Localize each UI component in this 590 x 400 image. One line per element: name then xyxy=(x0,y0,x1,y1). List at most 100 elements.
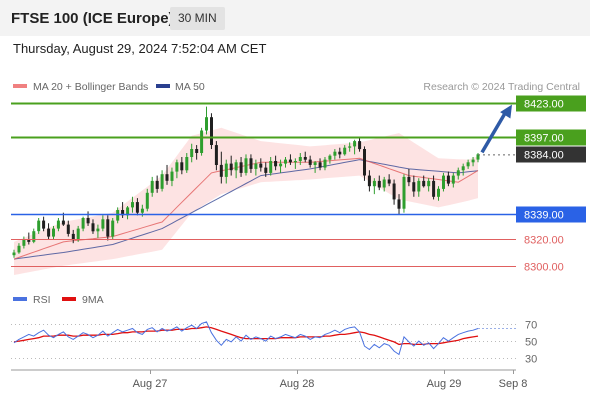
rsi-legend-label: RSI xyxy=(33,294,51,306)
candle xyxy=(466,159,470,169)
ma50-line xyxy=(13,159,479,260)
rsi-legend-swatch xyxy=(13,297,27,301)
candle xyxy=(284,156,287,168)
price-panel xyxy=(12,106,480,275)
candle-body xyxy=(269,161,273,173)
candle xyxy=(338,147,342,159)
candle xyxy=(126,206,130,220)
candle-body xyxy=(353,141,357,147)
candle-body xyxy=(298,157,302,161)
candle xyxy=(155,175,159,193)
candle xyxy=(451,172,455,188)
candle-body xyxy=(32,231,36,242)
candle-body xyxy=(205,117,208,131)
candle-body xyxy=(264,167,268,173)
candle-body xyxy=(343,147,347,155)
candle-body xyxy=(367,175,371,187)
candle xyxy=(205,106,208,135)
candle xyxy=(96,224,100,238)
candle xyxy=(101,215,105,232)
candle xyxy=(348,142,352,152)
candle-body xyxy=(328,155,332,160)
candle xyxy=(165,164,169,185)
candle-body xyxy=(387,179,391,184)
candle xyxy=(214,141,218,171)
rsi-tick-label: 30 xyxy=(525,354,537,366)
level-target: 8320.00 xyxy=(11,235,564,247)
candle-body xyxy=(66,224,70,234)
level-support: 8339.00 xyxy=(11,206,586,223)
support-label-box xyxy=(516,206,586,223)
x-tick-label: Sep 8 xyxy=(499,378,528,390)
candle-body xyxy=(185,157,189,171)
candle-body xyxy=(456,170,460,176)
candle xyxy=(12,249,16,258)
candle xyxy=(397,194,401,215)
candle xyxy=(131,196,134,213)
ma20-legend-swatch xyxy=(13,84,27,88)
candle-body xyxy=(358,141,362,150)
candle-body xyxy=(288,159,292,163)
candle-body xyxy=(190,149,194,157)
candle-body xyxy=(303,157,307,160)
candle xyxy=(333,149,337,160)
level-resistance: 8397.00 xyxy=(11,129,586,146)
candle xyxy=(456,167,460,180)
candle-body xyxy=(432,180,436,197)
candle xyxy=(190,143,194,163)
candle-body xyxy=(323,159,327,168)
candle xyxy=(47,223,51,240)
candle-body xyxy=(284,159,287,164)
x-axis: Aug 27 Aug 28 Aug 29 Sep 8 xyxy=(133,370,528,390)
forecast-arrow xyxy=(480,104,512,154)
candle-body xyxy=(274,161,278,167)
candle-body xyxy=(52,228,55,237)
candle xyxy=(106,215,110,241)
resistance-label-box xyxy=(516,95,586,112)
candle xyxy=(52,225,55,240)
candle-body xyxy=(471,159,475,163)
candle-body xyxy=(229,163,233,171)
candle xyxy=(387,174,391,187)
support-label: 8339.00 xyxy=(524,210,564,222)
current-price-box xyxy=(516,146,586,163)
candle xyxy=(195,145,199,160)
candle xyxy=(264,162,268,177)
candle-body xyxy=(37,220,41,232)
candle xyxy=(323,156,327,171)
candle-body xyxy=(170,171,174,181)
candle-body xyxy=(382,179,386,188)
candle xyxy=(234,159,238,179)
candle-body xyxy=(71,233,75,240)
candle-body xyxy=(210,117,213,145)
forecast-arrow-shaft xyxy=(480,110,508,154)
rsi-panel: 30 50 70 xyxy=(11,320,537,366)
x-tick-label: Aug 27 xyxy=(133,378,168,390)
candle xyxy=(303,151,307,163)
candle xyxy=(446,171,450,187)
candle-body xyxy=(392,183,396,200)
rsi-ma-legend-swatch xyxy=(62,297,76,301)
candle xyxy=(259,158,263,172)
target-label: 8300.00 xyxy=(524,262,564,274)
candle-body xyxy=(140,208,144,213)
x-tick-label: Aug 28 xyxy=(280,378,315,390)
level-lines: 8423.00 8397.00 8384.00 8339.00 8320.00 8300.… xyxy=(11,95,586,274)
candle-body xyxy=(126,207,130,216)
candle xyxy=(91,219,95,234)
candle xyxy=(121,202,125,218)
candle-body xyxy=(437,188,440,197)
candle-body xyxy=(422,180,426,187)
candle xyxy=(150,176,154,197)
candle xyxy=(392,179,396,205)
candle xyxy=(185,153,189,173)
candle-body xyxy=(308,159,312,165)
candle xyxy=(175,159,179,179)
chart-header: FTSE 100 (ICE Europe) 30 MIN xyxy=(0,0,590,36)
resistance-label: 8397.00 xyxy=(524,133,564,145)
candle xyxy=(71,229,75,244)
candle-body xyxy=(22,239,26,246)
timeframe-button[interactable]: 30 MIN xyxy=(170,7,225,30)
candle xyxy=(42,216,46,232)
